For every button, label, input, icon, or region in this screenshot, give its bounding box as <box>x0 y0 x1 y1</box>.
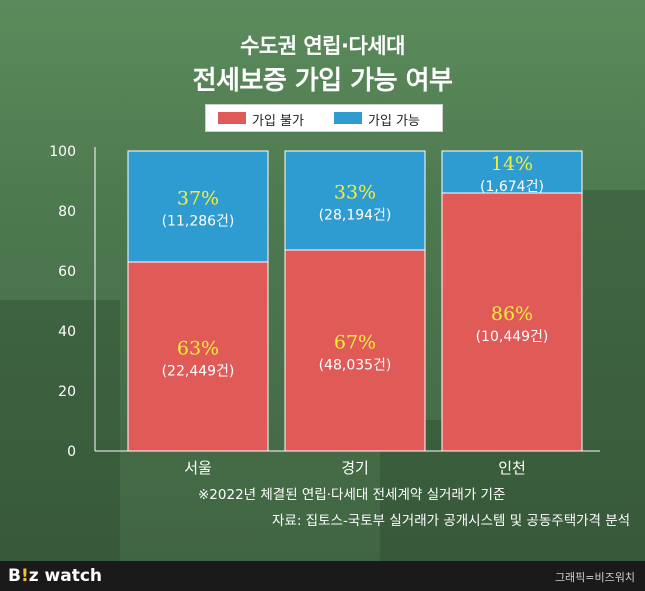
x-category-label: 서울 <box>184 459 212 477</box>
bar-segment-unavailable <box>284 249 426 452</box>
legend-swatch-available <box>334 112 362 124</box>
bizwatch-logo: B!z watch <box>8 566 103 586</box>
graphic-credit: 그래픽=비즈워치 <box>554 571 635 584</box>
background-building <box>0 300 120 561</box>
percent-label: 14% <box>491 153 533 175</box>
count-label: (28,194건) <box>319 208 392 224</box>
legend-label-unavailable: 가입 불가 <box>252 114 304 129</box>
y-tick-label: 80 <box>58 204 76 220</box>
y-tick-label: 60 <box>58 264 76 280</box>
stacked-bar-chart: 0 20 40 60 80 100 63% (22,449건) 37% (11,286건) 서울 67… <box>49 144 600 477</box>
percent-label: 33% <box>334 182 376 204</box>
percent-label: 37% <box>177 188 219 210</box>
percent-label: 67% <box>334 332 376 354</box>
bar-segment-available <box>441 150 583 194</box>
y-tick-label: 40 <box>58 324 76 340</box>
legend-label-available: 가입 가능 <box>368 114 420 129</box>
y-tick-label: 0 <box>67 444 76 460</box>
percent-label: 86% <box>491 303 533 325</box>
count-label: (10,449건) <box>476 329 549 345</box>
bar-segment-available <box>284 150 426 251</box>
y-tick-label: 20 <box>58 384 76 400</box>
chart-title-line1: 수도권 연립·다세대 <box>240 34 405 58</box>
footer-bar: B!z watch 그래픽=비즈워치 <box>0 561 645 591</box>
x-category-label: 경기 <box>341 459 369 477</box>
chart-title-line2: 전세보증 가입 가능 여부 <box>192 66 453 96</box>
legend: 가입 불가 가입 가능 <box>205 104 443 132</box>
y-tick-label: 100 <box>49 144 76 160</box>
basis-note: ※2022년 체결된 연립·다세대 전세계약 실거래가 기준 <box>198 487 506 503</box>
count-label: (22,449건) <box>162 364 235 380</box>
bar-segment-unavailable <box>127 261 269 452</box>
count-label: (1,674건) <box>480 179 544 195</box>
bar-segment-unavailable <box>441 192 583 452</box>
source-note: 자료: 집토스-국토부 실거래가 공개시스템 및 공동주택가격 분석 <box>272 513 631 529</box>
bar-segment-available <box>127 150 269 263</box>
percent-label: 63% <box>177 338 219 360</box>
legend-swatch-unavailable <box>218 112 246 124</box>
count-label: (48,035건) <box>319 358 392 374</box>
count-label: (11,286건) <box>162 214 235 230</box>
x-category-label: 인천 <box>498 459 526 477</box>
